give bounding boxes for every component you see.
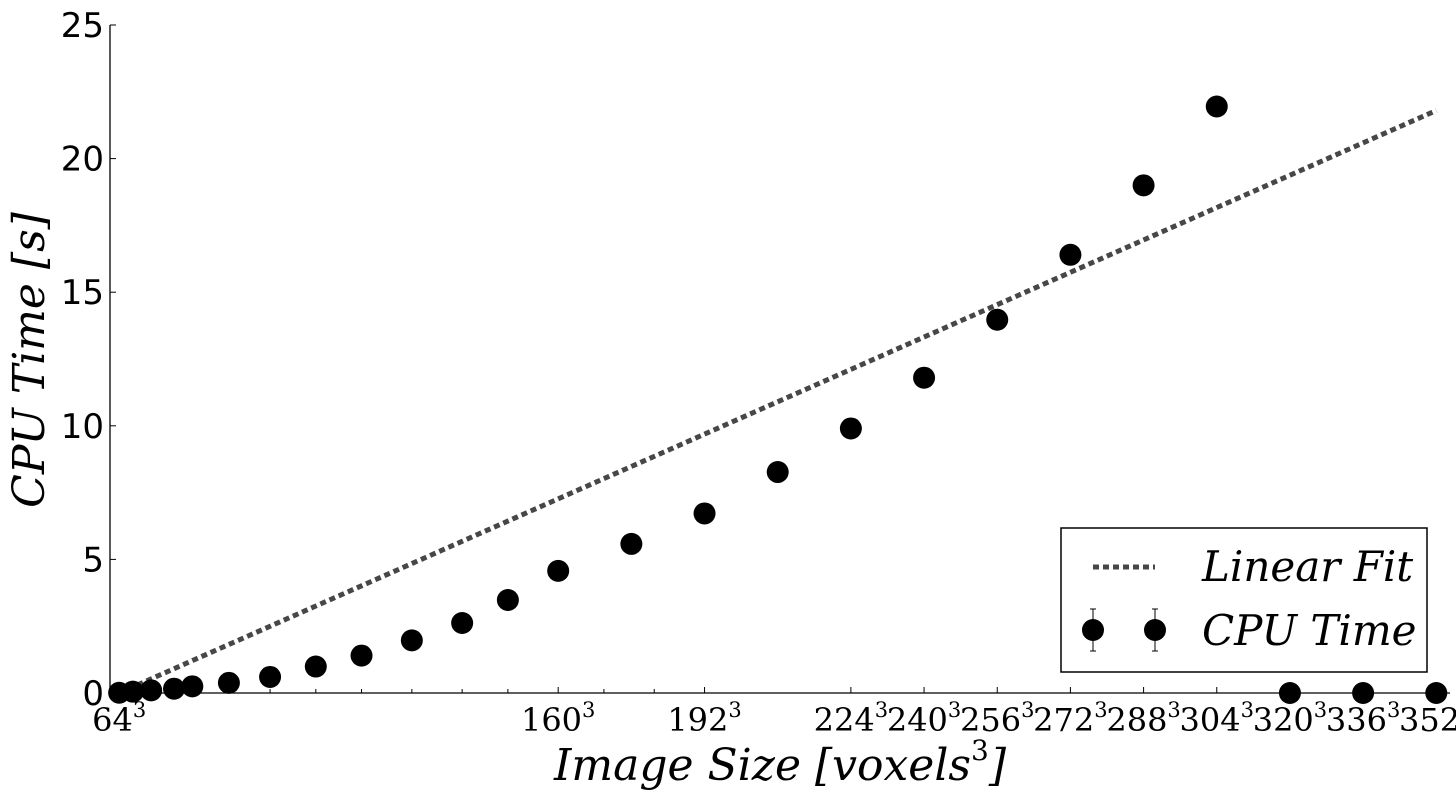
x-tick-label-160: 1603 xyxy=(521,698,595,739)
x-tick-label-192: 1923 xyxy=(667,698,741,739)
x-tick-label-224: 2243 xyxy=(814,698,888,739)
cpu-time-point-224 xyxy=(839,417,862,440)
x-tick-label-240: 2403 xyxy=(887,698,961,739)
x-tick-label-exp-160: 3 xyxy=(582,698,595,722)
y-tick-label-20: 20 xyxy=(61,140,104,180)
x-tick-label-320: 3203 xyxy=(1253,698,1327,739)
x-tick-label-304: 3043 xyxy=(1180,698,1254,739)
legend-marker-right xyxy=(1144,619,1166,641)
x-tick-label-exp-272: 3 xyxy=(1094,698,1107,722)
legend-cpu-time-swatch xyxy=(1082,608,1166,652)
x-tick-label-exp-288: 3 xyxy=(1167,698,1180,722)
legend-marker-left xyxy=(1082,619,1104,641)
x-tick-label-exp-256: 3 xyxy=(1021,698,1034,722)
x-tick-label-base-160: 160 xyxy=(521,701,582,739)
x-tick-label-base-224: 224 xyxy=(814,701,875,739)
cpu-time-point-80 xyxy=(181,675,204,698)
x-tick-label-exp-224: 3 xyxy=(875,698,888,722)
cpu-time-point-139 xyxy=(451,611,474,634)
x-tick-label-exp-240: 3 xyxy=(948,698,961,722)
x-tick-label-256: 2563 xyxy=(960,698,1034,739)
x-tick-label-base-304: 304 xyxy=(1180,701,1241,739)
y-axis-label: CPU Time [s] xyxy=(4,211,55,507)
x-tick-label-base-256: 256 xyxy=(960,701,1021,739)
x-tick-label-base-64: 64 xyxy=(92,701,133,739)
x-tick-label-base-240: 240 xyxy=(887,701,948,739)
x-tick-label-336: 3363 xyxy=(1326,698,1400,739)
y-tick-label-0: 0 xyxy=(82,674,104,714)
cpu-time-point-240 xyxy=(913,366,936,389)
cpu-time-point-160 xyxy=(547,559,570,582)
cpu-time-point-128 xyxy=(400,629,423,652)
cpu-time-point-304 xyxy=(1205,95,1228,118)
cpu-time-point-107 xyxy=(304,655,327,678)
x-axis-label-suffix: ] xyxy=(988,740,1007,791)
cpu-time-point-176 xyxy=(620,532,643,555)
legend-linear-fit-label: Linear Fit xyxy=(1201,542,1413,591)
x-tick-label-base-320: 320 xyxy=(1253,701,1314,739)
x-tick-label-exp-320: 3 xyxy=(1314,698,1327,722)
x-tick-label-base-336: 336 xyxy=(1326,701,1387,739)
cpu-time-point-272 xyxy=(1059,243,1082,266)
y-tick-label-10: 10 xyxy=(61,407,104,447)
cpu-time-point-117 xyxy=(350,644,373,667)
x-tick-label-64: 643 xyxy=(92,698,146,739)
x-tick-label-288: 2883 xyxy=(1106,698,1180,739)
cpu-time-point-256 xyxy=(986,308,1009,331)
cpu-time-point-288 xyxy=(1132,174,1155,197)
x-tick-label-base-352: 352 xyxy=(1399,701,1456,739)
y-tick-label-15: 15 xyxy=(61,273,104,313)
cpu-time-point-88 xyxy=(217,671,240,694)
cpu-time-point-192 xyxy=(693,502,716,525)
legend-cpu-time-label: CPU Time xyxy=(1202,606,1417,655)
cpu-time-point-149 xyxy=(496,589,519,612)
x-tick-label-base-192: 192 xyxy=(667,701,728,739)
x-tick-label-base-288: 288 xyxy=(1106,701,1167,739)
cpu-time-point-97 xyxy=(259,665,282,688)
y-tick-label-25: 25 xyxy=(61,6,104,46)
x-axis-label-text: Image Size [voxels xyxy=(553,740,971,791)
x-tick-label-exp-192: 3 xyxy=(728,698,741,722)
cpu-time-point-76 xyxy=(163,677,186,700)
x-tick-label-base-272: 272 xyxy=(1033,701,1094,739)
x-axis-label-exponent: 3 xyxy=(971,734,989,767)
x-tick-label-exp-64: 3 xyxy=(133,698,146,722)
x-tick-label-352: 3523 xyxy=(1399,698,1456,739)
linear-fit-line xyxy=(118,108,1438,696)
x-tick-label-272: 2723 xyxy=(1033,698,1107,739)
legend-box xyxy=(1060,527,1428,673)
legend: Linear Fit CPU Time xyxy=(1060,527,1428,673)
cpu-time-point-208 xyxy=(766,461,789,484)
x-tick-label-exp-336: 3 xyxy=(1387,698,1400,722)
x-tick-label-exp-304: 3 xyxy=(1241,698,1254,722)
x-axis-label: Image Size [voxels3] xyxy=(553,734,1007,791)
y-tick-label-5: 5 xyxy=(82,540,104,580)
